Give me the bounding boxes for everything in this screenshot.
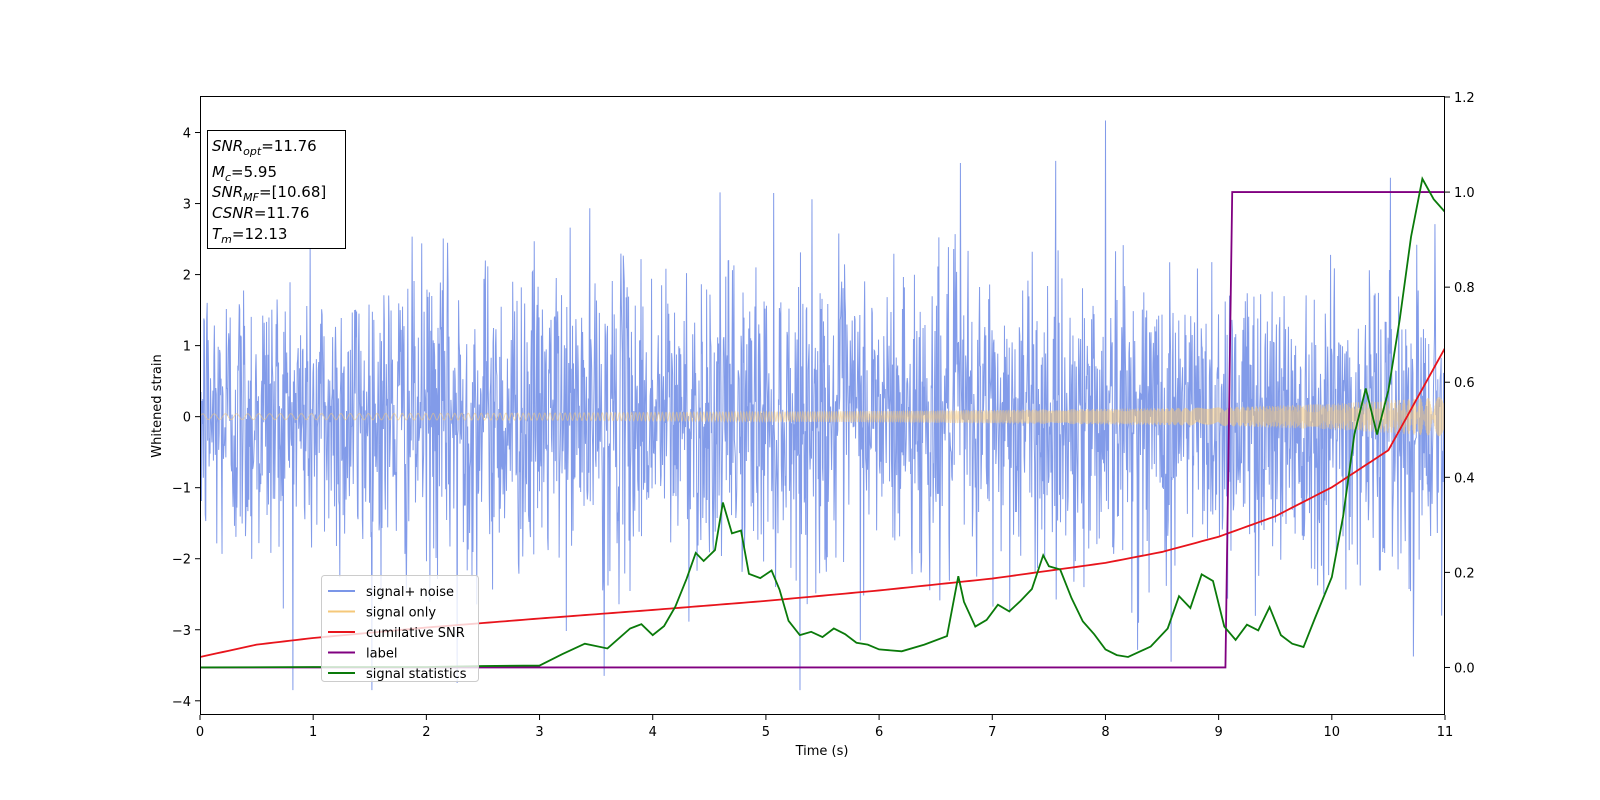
info-snr-opt: SNRopt=11.76 <box>212 137 317 158</box>
legend-label: signal only <box>366 606 436 621</box>
y-left-tick-label: 3 <box>183 198 191 213</box>
legend-label: signal statistics <box>366 667 467 682</box>
x-tick-label: 10 <box>1324 725 1341 740</box>
y-left-tick-label: 4 <box>183 127 191 142</box>
info-snr-mf: SNRMF=[10.68] <box>212 183 326 204</box>
y-left-tick-label: −1 <box>172 482 191 497</box>
info-box-frame <box>207 130 346 249</box>
y-left-tick-label: −2 <box>172 553 191 568</box>
label-line <box>200 191 1445 669</box>
x-tick-label: 8 <box>1101 725 1109 740</box>
x-tick-label: 7 <box>988 725 996 740</box>
y-left-tick-label: 2 <box>183 269 191 284</box>
y-axis-left: −4 −3 −2 −1 0 1 2 3 4 <box>172 127 200 710</box>
axes-frame <box>200 96 1445 715</box>
y-axis-right: 0.0 0.2 0.4 0.6 0.8 1.0 1.2 <box>1445 91 1475 676</box>
y-right-tick-label: 0.2 <box>1454 566 1475 581</box>
signal-noise-line <box>200 120 1445 691</box>
legend-label: cumilative SNR <box>366 626 465 641</box>
y-left-tick-label: 0 <box>183 411 191 426</box>
x-tick-label: 11 <box>1437 725 1454 740</box>
y-left-tick-label: 1 <box>183 340 191 355</box>
y-axis-label: Whitened strain <box>150 354 165 457</box>
info-mc: Mc=5.95 <box>212 163 277 184</box>
x-axis: 0 1 2 3 4 5 6 7 8 9 10 11 <box>196 715 1453 740</box>
y-right-tick-label: 1.2 <box>1454 91 1475 106</box>
info-csnr: CSNR=11.76 <box>212 204 309 222</box>
signal-only-line <box>200 397 1445 437</box>
x-tick-label: 0 <box>196 725 204 740</box>
y-left-tick-label: −4 <box>172 695 191 710</box>
info-box: SNRopt=11.76 Mc=5.95 SNRMF=[10.68] CSNR=… <box>207 130 346 249</box>
y-right-tick-label: 0.8 <box>1454 281 1475 296</box>
y-right-tick-label: 0.4 <box>1454 471 1475 486</box>
legend-label: signal+ noise <box>366 585 454 600</box>
noise-series <box>200 120 1445 691</box>
info-tm: Tm=12.13 <box>212 225 287 246</box>
legend-label: label <box>366 647 397 662</box>
signal-statistics-line <box>200 176 1445 669</box>
y-right-tick-label: 1.0 <box>1454 186 1475 201</box>
y-left-tick-label: −3 <box>172 624 191 639</box>
x-tick-label: 4 <box>649 725 657 740</box>
y-right-tick-label: 0.6 <box>1454 376 1475 391</box>
x-tick-label: 5 <box>762 725 770 740</box>
legend-frame <box>321 575 479 682</box>
legend: signal+ noise signal only cumilative SNR la… <box>321 575 479 682</box>
x-tick-label: 9 <box>1214 725 1222 740</box>
y-right-tick-label: 0.0 <box>1454 661 1475 676</box>
x-tick-label: 2 <box>422 725 430 740</box>
signal-only-series <box>200 397 1445 437</box>
x-tick-label: 6 <box>875 725 883 740</box>
x-tick-label: 1 <box>309 725 317 740</box>
x-tick-label: 3 <box>535 725 543 740</box>
x-axis-label: Time (s) <box>795 744 849 759</box>
